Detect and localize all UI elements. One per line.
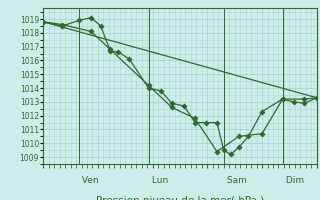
Text: Sam: Sam [224, 176, 247, 185]
Text: Ven: Ven [79, 176, 98, 185]
Text: Pression niveau de la mer( hPa ): Pression niveau de la mer( hPa ) [96, 195, 264, 200]
Text: Lun: Lun [148, 176, 168, 185]
Text: Dim: Dim [283, 176, 304, 185]
